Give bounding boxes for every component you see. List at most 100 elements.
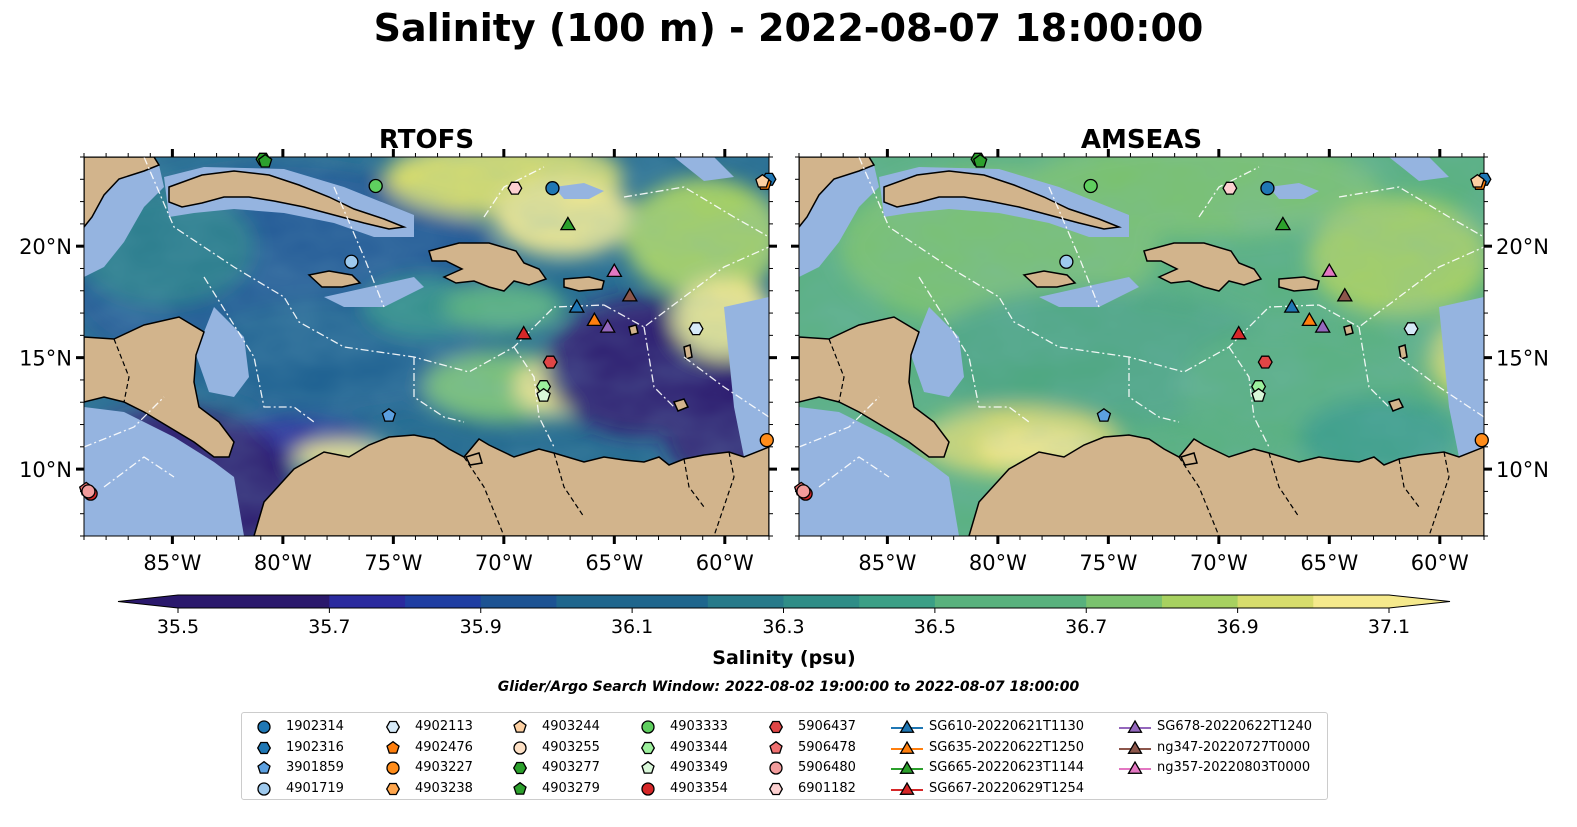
legend-marker-icon [512,761,528,775]
legend-marker-5906480 [769,761,783,775]
legend-label: 5906437 [798,719,856,734]
platform-marker-5906437 [1257,355,1273,369]
platform-marker-4903279 [972,153,988,168]
colorbar-segment [329,595,406,608]
legend-marker-icon [386,740,400,754]
legend-marker-icon [641,720,655,734]
legend-marker-icon [257,760,271,774]
legend-label: 5906480 [798,760,856,775]
platform-marker-4903244 [1470,173,1485,188]
platform-marker-6901182 [1222,181,1238,195]
platform-marker-ng357-20220803T0000 [1321,262,1338,278]
platform-marker-1902314 [545,181,560,196]
colorbar-segment [934,595,1012,608]
legend-marker-icon [257,781,271,796]
legend-label: 4903333 [670,719,728,734]
platform-marker-SG635-20220622T1250 [1301,311,1318,327]
platform-marker-4903279 [257,153,273,168]
platform-marker-3901859 [381,407,397,422]
legend-marker-icon [513,719,527,733]
x-tick-label: 85°W [858,551,916,575]
colorbar-tick-label: 36.5 [914,616,956,638]
colorbar-tick-label: 35.5 [157,616,199,638]
platform-marker-SG610-20220621T1130 [1283,298,1300,313]
colorbar-segment [859,595,936,608]
colorbar-extend-high [1389,595,1450,608]
legend-marker-icon [257,720,271,734]
platform-marker-4902113 [688,322,704,336]
platform-marker-1902314 [1260,181,1275,196]
legend-label: 4901719 [286,780,344,796]
legend-marker-icon [891,719,923,733]
legend-label: 4903238 [415,780,473,796]
platform-marker-5906480 [81,484,96,499]
legend-marker-4903344 [640,741,656,754]
legend-marker-icon [768,720,784,734]
colorbar-segment [1086,595,1163,608]
colorbar-tick-label: 36.9 [1216,616,1258,638]
colorbar-tick-label: 37.1 [1368,616,1410,638]
legend-label: SG610-20220621T1130 [929,719,1085,734]
legend-label: SG678-20220622T1240 [1157,719,1313,734]
legend-marker-icon [385,720,401,734]
platform-marker-3901859 [1096,407,1112,422]
legend-marker-SG678-20220622T1240 [1127,719,1143,733]
legend-marker-4903255 [513,740,527,755]
y-tick-label: 15°N [19,347,72,371]
platform-marker-4903227 [1474,432,1489,448]
legend-label: 4903227 [415,760,473,775]
x-tick-label: 65°W [585,551,643,575]
legend-marker-SG635-20220622T1250 [899,740,915,754]
y-tick-label: 20°N [19,235,72,259]
colorbar-label: Salinity (psu) [712,647,855,669]
legend-marker-icon [769,740,783,754]
platform-marker-4903349 [1251,387,1266,402]
legend-label: 4903277 [542,760,600,775]
legend-marker-icon [891,781,923,795]
x-tick-label: 60°W [1411,551,1469,575]
legend-marker-icon [768,782,784,795]
y-tick-label: 15°N [1496,347,1549,371]
platform-marker-4903333 [368,178,383,194]
legend-marker-icon [1119,719,1151,733]
x-tick-label: 85°W [143,551,201,575]
x-tick-label: 75°W [364,551,422,575]
x-tick-label: 65°W [1300,551,1358,575]
legend-label: 4902476 [415,739,473,755]
legend-label: 3901859 [286,760,344,775]
legend-marker-4902476 [386,740,400,754]
platform-legend: 1902314 1902316 3901859 4901719 4902113 49024… [241,712,1328,800]
legend-label: SG665-20220623T1144 [929,760,1085,775]
legend-marker-4903354 [641,781,655,796]
legend-label: 4903279 [542,780,600,796]
colorbar-segment [480,595,558,608]
legend-marker-ng357-20220803T0000 [1127,760,1143,774]
colorbar-segment [556,595,633,608]
legend-marker-icon [1119,760,1151,774]
platform-marker-SG667-20220629T1254 [515,325,532,340]
colorbar-segment [632,595,709,608]
legend-marker-3901859 [257,760,271,774]
legend-marker-6901182 [768,782,784,795]
legend-label: 4903255 [542,739,600,755]
platform-marker-4903333 [1083,178,1098,194]
legend-label: ng357-20220803T0000 [1157,760,1311,775]
platform-marker-SG635-20220622T1250 [586,311,603,327]
colorbar-segment [178,595,255,608]
legend-marker-5906478 [769,740,783,754]
colorbar-segment [1010,595,1087,608]
platform-marker-SG667-20220629T1254 [1230,325,1247,340]
legend-label: 4903349 [670,760,728,775]
platform-marker-ng357-20220803T0000 [606,262,623,278]
legend-marker-4903333 [641,720,655,734]
x-tick-label: 80°W [969,551,1027,575]
legend-marker-icon [385,782,401,795]
legend-marker-4902113 [385,720,401,734]
platform-marker-5906480 [796,484,811,499]
x-tick-label: 70°W [475,551,533,575]
legend-marker-icon [386,761,400,775]
platform-marker-5906437 [542,355,558,369]
legend-marker-icon [1119,740,1151,754]
legend-marker-icon [640,741,656,754]
x-tick-label: 60°W [696,551,754,575]
